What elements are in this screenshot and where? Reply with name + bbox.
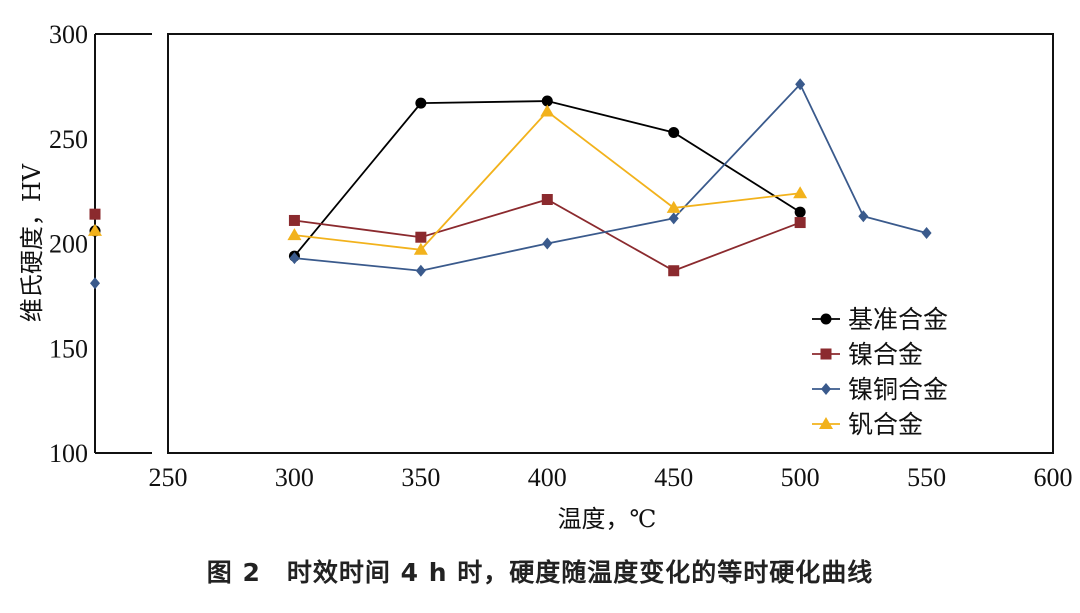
legend-entry: 镍合金 [812, 340, 923, 369]
data-point [287, 228, 302, 241]
y-tick-labels: 100 150 200 250 300 [49, 20, 88, 468]
data-point [541, 95, 553, 107]
series-line [293, 100, 801, 257]
data-point [921, 227, 932, 240]
data-point [415, 231, 427, 243]
data-point [794, 206, 806, 218]
x-tick-label: 350 [401, 463, 440, 492]
series-line [294, 198, 801, 272]
legend-label: 基准合金 [848, 305, 948, 334]
x-tick-labels: 250 300 350 400 450 500 550 600 [149, 463, 1073, 492]
figure-caption: 图 2 时效时间 4 h 时，硬度随温度变化的等时硬化曲线 [206, 558, 874, 587]
x-tick-label: 300 [275, 463, 314, 492]
legend-entry: 钒合金 [812, 410, 923, 439]
y-tick-label: 200 [49, 230, 88, 259]
series-2 [89, 194, 806, 277]
initial-point [88, 223, 102, 236]
series-line [294, 110, 801, 251]
y-tick-label: 150 [49, 334, 88, 363]
data-point [858, 210, 869, 223]
data-point [541, 194, 553, 206]
data-point [668, 265, 680, 277]
data-point [289, 252, 300, 265]
x-axis-title: 温度，℃ [558, 505, 657, 533]
legend-label: 镍合金 [848, 340, 923, 369]
plot-frame [167, 33, 1054, 454]
x-tick-label: 400 [528, 463, 567, 492]
series-4 [88, 104, 808, 255]
y-tick-label: 100 [49, 439, 88, 468]
legend-label: 钒合金 [848, 410, 923, 439]
series-layer [88, 78, 932, 290]
legend-marker [821, 383, 831, 395]
data-point [415, 264, 426, 277]
x-tick-label: 500 [781, 463, 820, 492]
y-axis-title: 维氏硬度，HV [18, 163, 46, 322]
x-tick-label: 550 [907, 463, 946, 492]
series-line [294, 82, 927, 272]
initial-point [90, 277, 100, 290]
data-point [413, 242, 428, 255]
series-1 [89, 95, 806, 262]
series-3 [90, 78, 932, 290]
data-point [668, 212, 679, 225]
data-point [668, 126, 680, 138]
data-point [793, 186, 808, 199]
legend-marker [819, 417, 833, 429]
data-point [795, 78, 806, 91]
hardness-chart: 100 150 200 250 300 250 300 350 400 450 500 550 600… [18, 20, 1073, 533]
data-point [540, 104, 555, 117]
legend-entry: 基准合金 [812, 305, 948, 334]
y-tick-label: 250 [49, 125, 88, 154]
x-tick-label: 250 [149, 463, 188, 492]
data-point [415, 97, 427, 109]
x-tick-label: 450 [654, 463, 693, 492]
data-point [288, 214, 300, 226]
initial-point [89, 208, 101, 220]
y-tick-label: 300 [49, 20, 88, 49]
data-point [542, 237, 553, 250]
x-tick-label: 600 [1034, 463, 1073, 492]
legend-marker [820, 348, 832, 360]
legend-entry: 镍铜合金 [812, 375, 948, 404]
legend-label: 镍铜合金 [848, 375, 948, 404]
data-point [666, 200, 681, 213]
legend-marker [820, 313, 832, 325]
data-point [794, 217, 806, 229]
